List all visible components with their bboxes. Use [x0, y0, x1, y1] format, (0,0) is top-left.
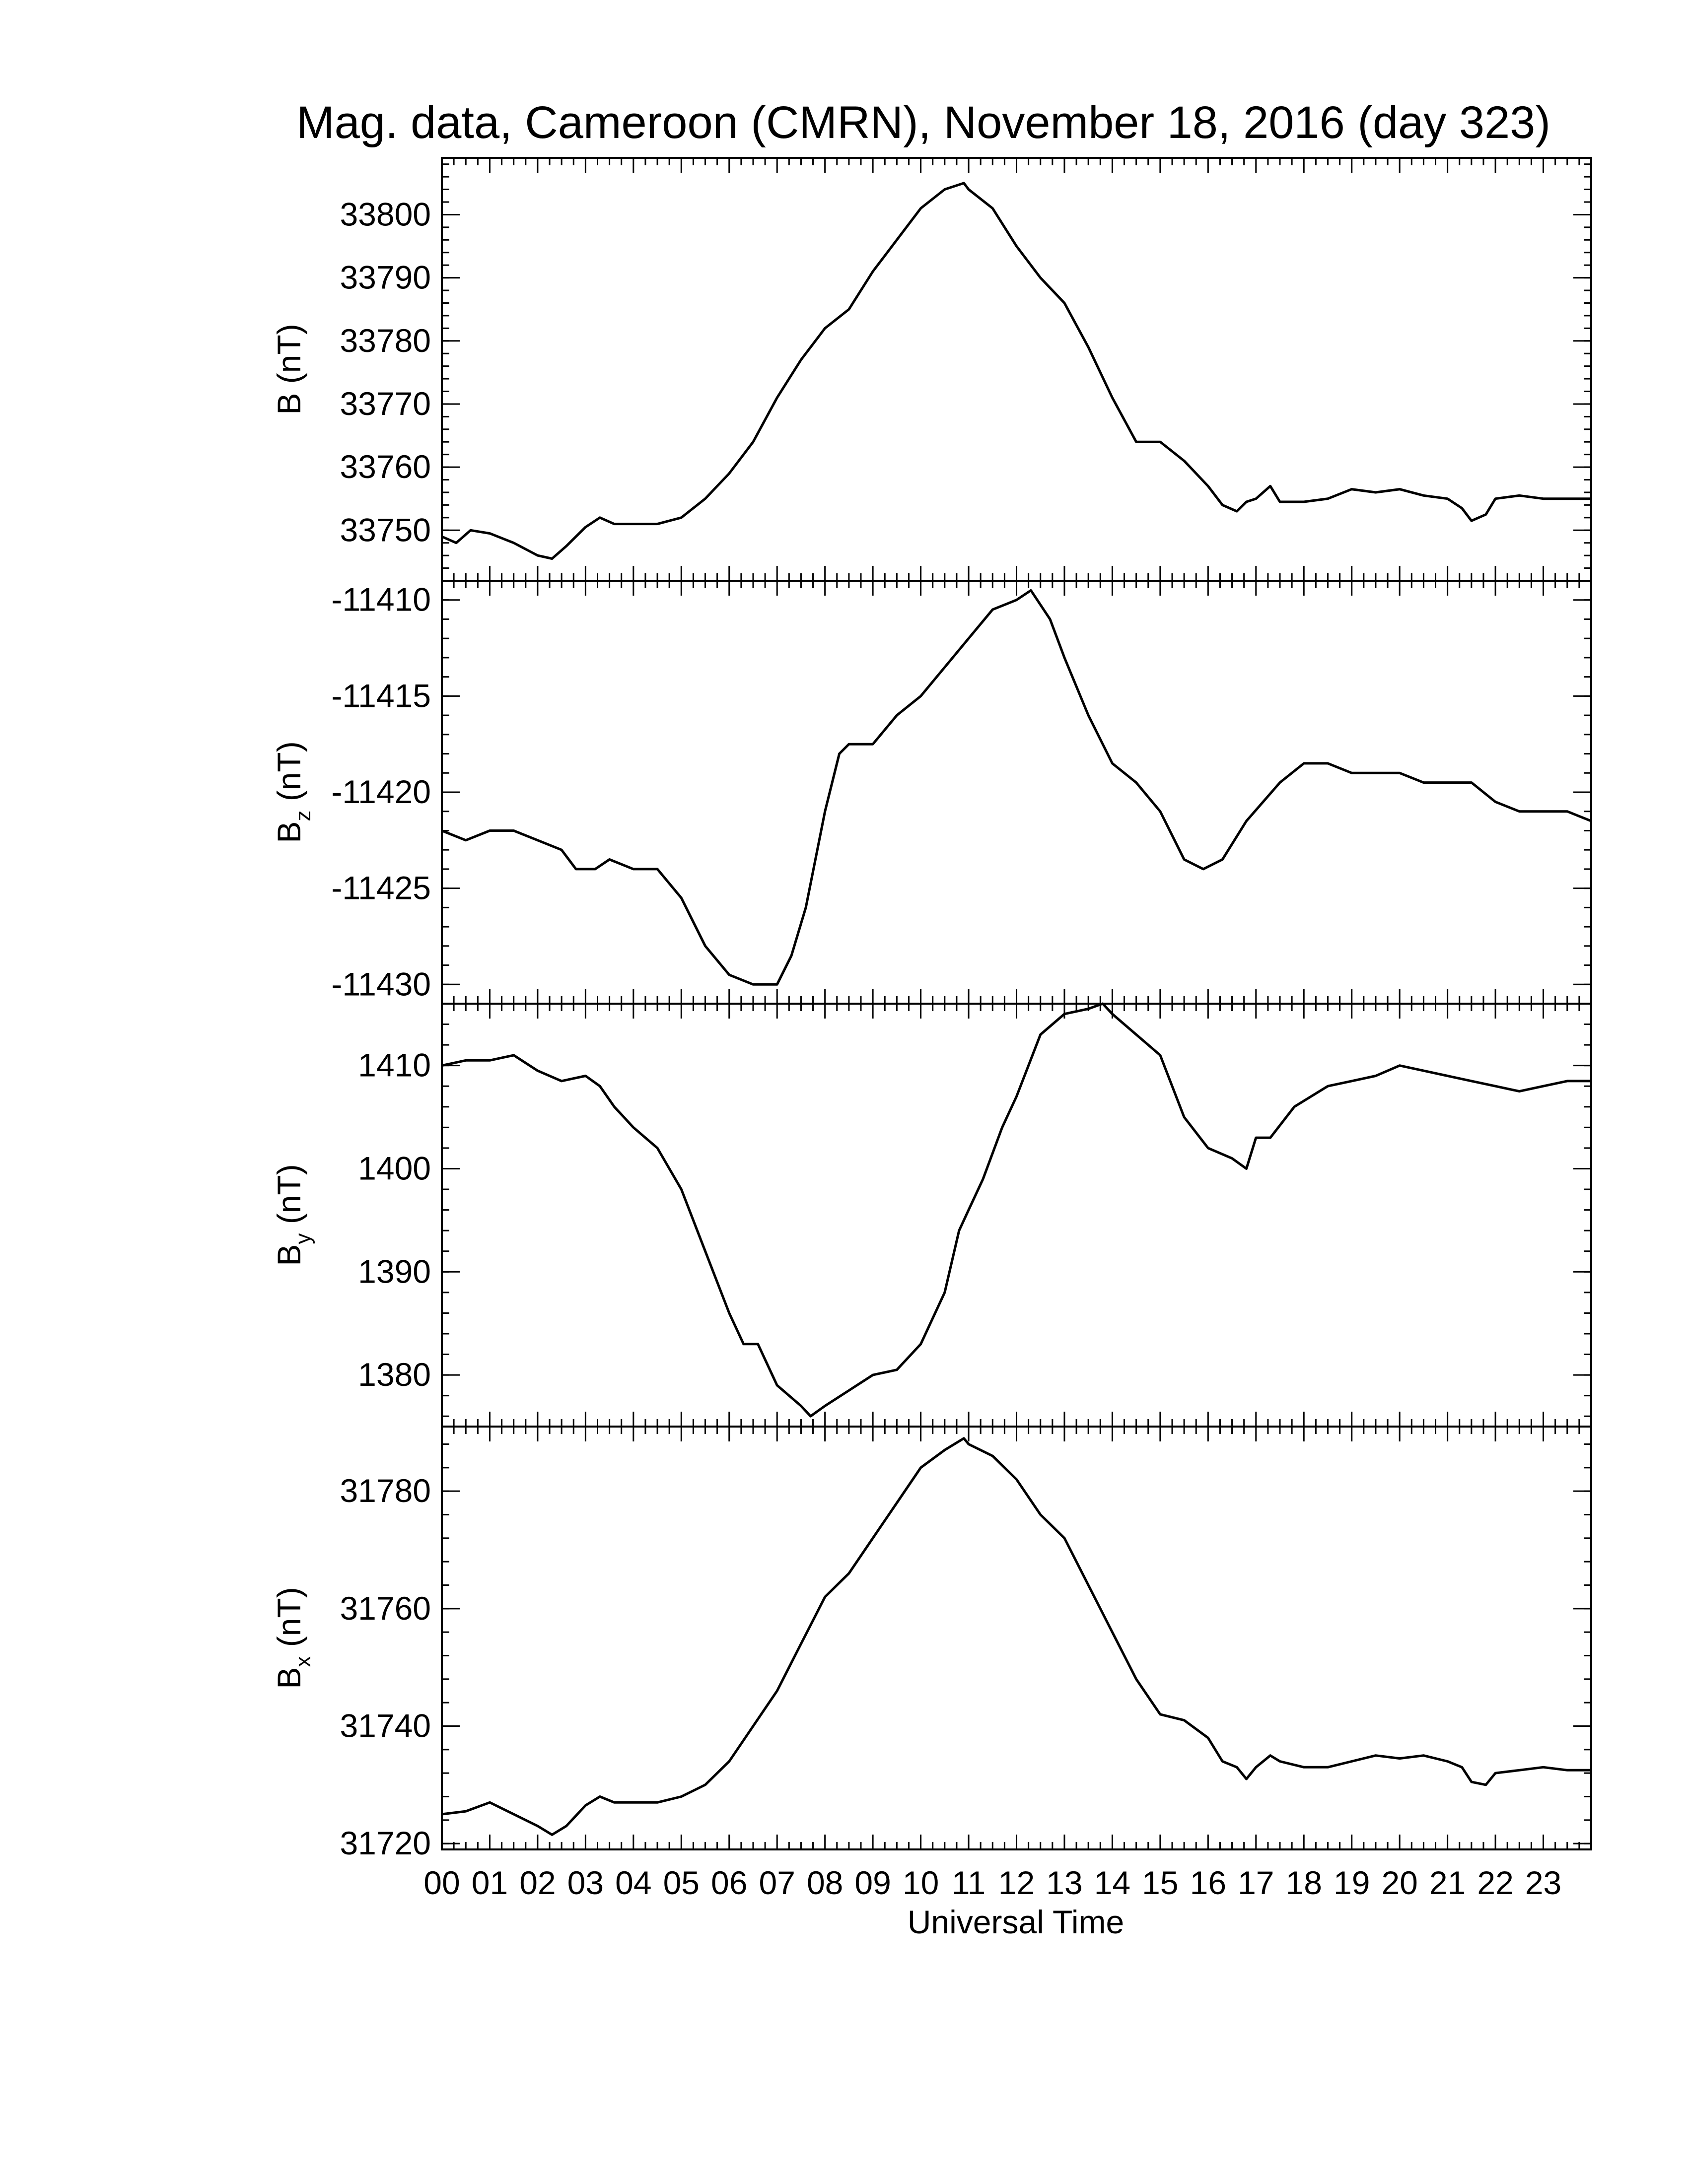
y-tick-label: 31760 — [340, 1590, 431, 1627]
x-tick-label: 19 — [1334, 1864, 1370, 1901]
y-tick-label: 33790 — [340, 259, 431, 296]
y-axis-label: B (nT) — [271, 324, 307, 414]
x-tick-label: 00 — [423, 1864, 460, 1901]
x-tick-label: 14 — [1094, 1864, 1130, 1901]
x-tick-label: 02 — [519, 1864, 556, 1901]
x-tick-label: 09 — [854, 1864, 891, 1901]
x-tick-label: 07 — [759, 1864, 795, 1901]
x-tick-label: 06 — [711, 1864, 747, 1901]
y-tick-label: 33780 — [340, 322, 431, 359]
y-axis-label-sub: y — [291, 1233, 315, 1244]
y-tick-label: 33750 — [340, 511, 431, 548]
y-axis-label-main: B — [271, 393, 307, 415]
x-tick-label: 04 — [615, 1864, 651, 1901]
x-tick-label: 03 — [567, 1864, 604, 1901]
y-axis-label-unit: (nT) — [271, 1587, 307, 1656]
y-tick-label: 31720 — [340, 1825, 431, 1861]
y-tick-label: -11415 — [331, 677, 431, 714]
x-tick-label: 21 — [1429, 1864, 1466, 1901]
x-tick-label: 17 — [1238, 1864, 1274, 1901]
y-tick-label: 1400 — [358, 1150, 431, 1186]
panel-2: -11430 -11425 -11420 -11415 -11410 Bz (nT) — [271, 580, 1592, 1005]
x-tick-label: 05 — [663, 1864, 700, 1901]
x-tick-label: 01 — [472, 1864, 508, 1901]
x-axis: 00 01 02 03 04 05 06 07 08 09 10 11 12 13 14 15 16 17 18 19… — [423, 1864, 1561, 1901]
y-tick-label: 1390 — [358, 1253, 431, 1290]
y-tick-label: 1380 — [358, 1356, 431, 1393]
panel-4: 31720 31740 31760 31780 Bx (nT) — [271, 1426, 1592, 1861]
y-axis-label-sub: x — [291, 1656, 315, 1667]
y-tick-label: 33760 — [340, 448, 431, 485]
chart-title: Mag. data, Cameroon (CMRN), November 18,… — [296, 97, 1550, 148]
y-tick-label: 33800 — [340, 196, 431, 232]
y-axis-label-sub: z — [291, 811, 315, 821]
y-axis-label-main: B — [271, 821, 307, 843]
series-line-panel-3 — [441, 1002, 1591, 1418]
y-tick-label: 31780 — [340, 1472, 431, 1509]
x-tick-label: 15 — [1142, 1864, 1178, 1901]
y-tick-label: 1410 — [358, 1047, 431, 1084]
series-line-panel-1 — [441, 182, 1591, 560]
y-axis-label: By (nT) — [271, 1164, 315, 1266]
y-axis-label-unit: (nT) — [271, 1164, 307, 1233]
panel-frame — [441, 1426, 1592, 1850]
y-tick-label: -11430 — [331, 965, 431, 1002]
y-tick-label: 33770 — [340, 385, 431, 422]
y-axis-label-main: B — [271, 1667, 307, 1689]
series-line-panel-2 — [441, 589, 1592, 986]
y-axis-label-main: B — [271, 1244, 307, 1266]
x-tick-label: 18 — [1286, 1864, 1322, 1901]
y-tick-label: -11420 — [331, 773, 431, 810]
x-tick-label: 22 — [1477, 1864, 1513, 1901]
panel-frame — [441, 1003, 1592, 1428]
y-axis-label: Bz (nT) — [271, 741, 315, 843]
x-axis-label: Universal Time — [908, 1904, 1124, 1940]
y-axis-label: Bx (nT) — [271, 1587, 315, 1689]
panel-frame — [441, 580, 1592, 1005]
y-axis-label-unit: (nT) — [271, 741, 307, 810]
x-tick-label: 23 — [1525, 1864, 1561, 1901]
x-tick-label: 13 — [1046, 1864, 1082, 1901]
x-tick-label: 20 — [1381, 1864, 1417, 1901]
x-tick-label: 08 — [807, 1864, 843, 1901]
x-tick-label: 16 — [1190, 1864, 1226, 1901]
series-line-panel-4 — [441, 1437, 1591, 1836]
y-tick-label: -11410 — [331, 581, 431, 618]
panel-1: 33750 33760 33770 33780 33790 33800 B (nT) — [271, 157, 1592, 582]
y-axis-label-unit: (nT) — [271, 324, 307, 393]
panel-3: 1380 1390 1400 1410 By (nT) — [271, 1002, 1592, 1428]
x-tick-label: 11 — [952, 1864, 986, 1901]
x-tick-label: 12 — [998, 1864, 1035, 1901]
panel-frame — [441, 157, 1592, 582]
x-tick-label: 10 — [903, 1864, 939, 1901]
y-tick-label: -11425 — [331, 870, 431, 906]
y-tick-label: 31740 — [340, 1707, 431, 1744]
